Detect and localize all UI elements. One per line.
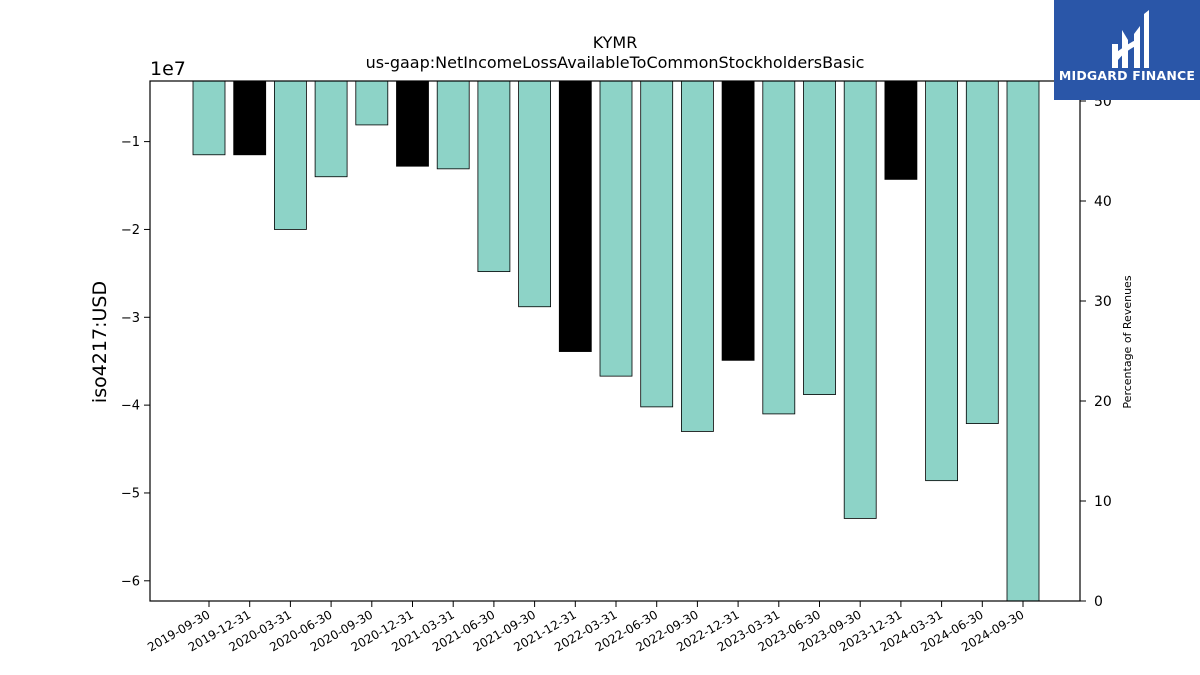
- y-tick-label: −1: [121, 135, 140, 150]
- y-axis-label: iso4217:USD: [89, 281, 111, 403]
- bars-group: [192, 80, 1040, 602]
- y-tick-label: −5: [121, 486, 140, 501]
- bar-2023-03-31: [762, 80, 796, 415]
- bar-2022-12-31: [721, 80, 755, 361]
- y2-tick-label: 40: [1094, 194, 1112, 210]
- y-tick-label: −2: [121, 223, 140, 238]
- y2-tick-label: 30: [1094, 294, 1112, 310]
- y-tick-label: −6: [121, 574, 140, 589]
- y2-tick-label: 10: [1094, 494, 1112, 510]
- bar-2022-09-30: [681, 80, 714, 432]
- plot-frame: [149, 80, 1081, 602]
- bar-2021-06-30: [477, 80, 511, 273]
- bar-2023-12-31: [884, 80, 918, 180]
- bar-2021-03-31: [436, 80, 470, 170]
- y2-tick-label: 20: [1094, 394, 1112, 410]
- bar-2023-09-30: [843, 80, 877, 519]
- chart-title: KYMR: [593, 33, 638, 52]
- logo-text: MIDGARD FINANCE: [1058, 68, 1196, 83]
- bar-2019-09-30: [192, 80, 226, 156]
- bar-2020-12-31: [396, 80, 429, 167]
- y-offset-label: 1e7: [150, 58, 186, 80]
- y-tick-label: −4: [121, 399, 140, 414]
- bar-2022-03-31: [599, 80, 633, 377]
- bar-2020-09-30: [355, 80, 389, 126]
- bar-2022-06-30: [640, 80, 674, 408]
- y-ticks-group: −1 −2 −3 −4 −5 −6: [121, 135, 150, 589]
- x-ticks-group: 2019-09-302019-12-312020-03-312020-06-30…: [145, 601, 1027, 654]
- y-tick-label: −3: [121, 311, 140, 326]
- bar-2023-06-30: [803, 80, 836, 395]
- bar-2021-12-31: [558, 80, 592, 352]
- bar-2024-09-30: [1006, 80, 1040, 602]
- bar-2020-06-30: [314, 80, 348, 178]
- y2-tick-label: 0: [1094, 594, 1103, 610]
- bar-2020-03-31: [273, 80, 307, 230]
- logo-mark-icon: [1112, 10, 1149, 68]
- midgard-finance-logo: MIDGARD FINANCE: [1054, 0, 1200, 100]
- y2-axis-label: Percentage of Revenues: [1121, 275, 1134, 408]
- bar-2024-03-31: [925, 80, 958, 482]
- bar-2021-09-30: [518, 80, 551, 308]
- chart-subtitle: us-gaap:NetIncomeLossAvailableToCommonSt…: [366, 53, 865, 72]
- bar-2019-12-31: [233, 80, 267, 156]
- bar-2024-06-30: [965, 80, 999, 424]
